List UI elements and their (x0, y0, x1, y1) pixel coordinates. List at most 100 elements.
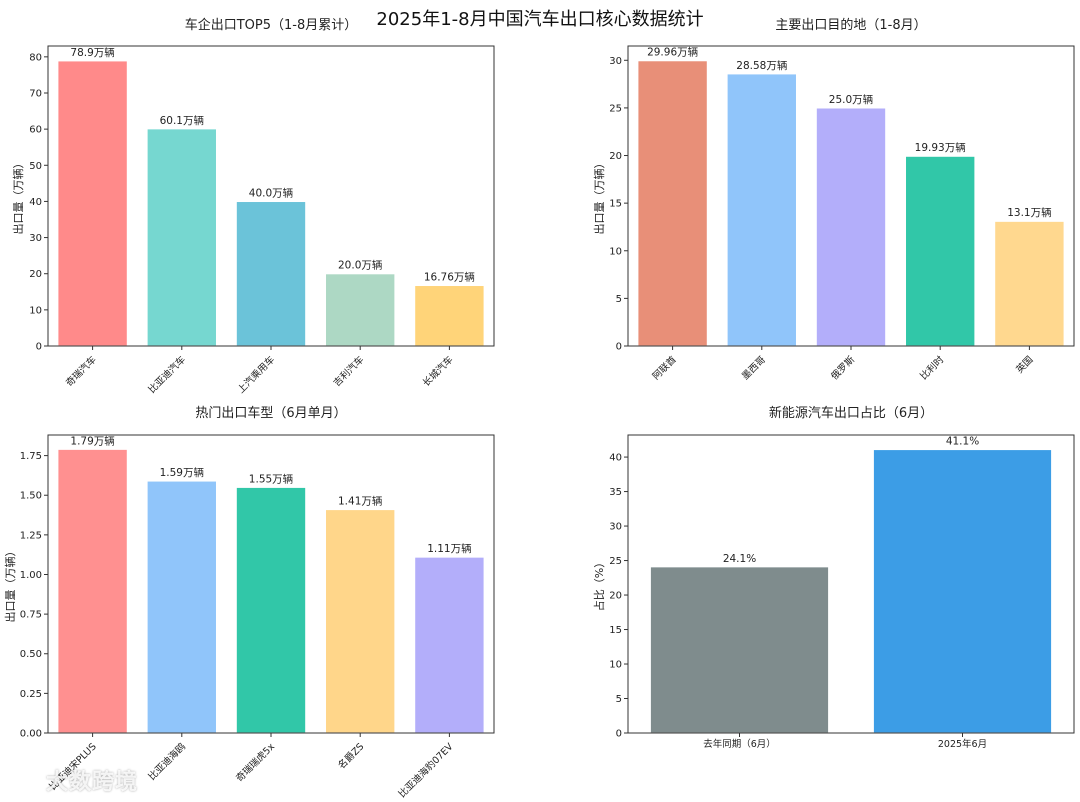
y-axis-label: 出口量（万辆） (592, 158, 606, 235)
y-tick-label: 15 (609, 199, 622, 210)
bar-value-label: 24.1% (723, 553, 756, 565)
bar-value-label: 1.11万辆 (427, 542, 471, 555)
bar (146, 480, 218, 734)
bar-value-label: 1.79万辆 (70, 434, 114, 447)
plot-frame (47, 45, 495, 347)
y-axis-label: 出口量（万辆） (3, 546, 17, 623)
y-axis-label: 出口量（万辆） (11, 158, 25, 235)
bar-value-label: 13.1万辆 (1007, 206, 1051, 219)
bar (904, 155, 976, 347)
y-tick-label: 30 (609, 522, 622, 533)
bar (146, 128, 218, 347)
x-tick-label: 比亚迪汽车 (146, 354, 188, 396)
x-tick-label: 长城汽车 (420, 354, 455, 389)
x-tick-label: 去年同期（6月） (703, 738, 776, 750)
bar (994, 220, 1065, 347)
x-tick-label: 比利时 (918, 353, 947, 382)
y-tick-label: 70 (29, 88, 42, 99)
x-tick-label: 名爵ZS (336, 741, 367, 772)
y-tick-label: 20 (29, 269, 42, 280)
y-tick-label: 0.00 (20, 729, 42, 740)
y-tick-label: 35 (609, 487, 622, 498)
watermark-text: 大数跨境 (46, 770, 139, 795)
watermark: 大数跨境 (8, 764, 138, 796)
plot-frame (47, 434, 495, 734)
bar-value-label: 40.0万辆 (249, 186, 293, 199)
bar-value-label: 1.55万辆 (249, 472, 293, 485)
bar-value-label: 41.1% (946, 435, 979, 447)
bar (414, 284, 485, 347)
plot-frame (627, 434, 1075, 734)
x-tick-label: 比亚迪海豹07EV (396, 740, 456, 800)
y-tick-label: 20 (609, 591, 622, 602)
plot-frame (627, 45, 1075, 347)
y-tick-label: 20 (609, 151, 622, 162)
brand-logo-icon (8, 769, 42, 791)
bar (324, 508, 396, 734)
x-tick-label: 奇瑞汽车 (63, 354, 98, 389)
bar (235, 200, 307, 347)
main-title: 2025年1-8月中国汽车出口核心数据统计 (376, 9, 704, 30)
y-tick-label: 60 (29, 125, 42, 136)
chart-title: 新能源汽车出口占比（6月） (769, 405, 933, 421)
x-tick-label: 墨西哥 (740, 354, 768, 382)
y-tick-label: 40 (609, 453, 622, 464)
bar-value-label: 1.59万辆 (160, 466, 204, 479)
bar (57, 448, 128, 734)
x-tick-label: 上汽乘用车 (235, 354, 277, 396)
bar (815, 107, 887, 347)
bar (726, 73, 798, 347)
y-tick-label: 1.25 (20, 530, 42, 541)
y-tick-label: 0 (616, 729, 622, 740)
bar (637, 60, 708, 347)
bar-value-label: 16.76万辆 (424, 270, 475, 283)
x-tick-label: 2025年6月 (938, 738, 987, 750)
bar-value-label: 60.1万辆 (160, 114, 204, 127)
x-tick-label: 英国 (1014, 354, 1036, 376)
y-tick-label: 80 (29, 52, 42, 63)
y-tick-label: 5 (616, 694, 622, 705)
bar-value-label: 20.0万辆 (338, 259, 382, 272)
y-tick-label: 10 (29, 305, 42, 316)
bar (57, 60, 128, 347)
bar (324, 273, 396, 347)
bar (414, 556, 485, 734)
bar-value-label: 1.41万辆 (338, 495, 382, 508)
y-axis-label: 占比（%） (592, 557, 606, 611)
y-tick-label: 0.25 (20, 689, 42, 700)
y-tick-label: 15 (609, 625, 622, 636)
x-tick-label: 奇瑞瑞虎5x (234, 740, 278, 784)
x-tick-label: 比亚迪海鸥 (146, 740, 188, 782)
y-tick-label: 0 (36, 342, 42, 353)
y-tick-label: 30 (29, 233, 42, 244)
y-tick-label: 0.75 (20, 610, 42, 621)
y-tick-label: 1.50 (20, 491, 42, 502)
bar-value-label: 19.93万辆 (915, 141, 966, 154)
y-tick-label: 1.75 (20, 451, 42, 462)
y-tick-label: 1.00 (20, 570, 42, 581)
x-tick-label: 吉利汽车 (331, 354, 366, 389)
x-tick-label: 阿联酋 (650, 354, 679, 383)
y-tick-label: 40 (29, 197, 42, 208)
bar-value-label: 29.96万辆 (647, 46, 698, 59)
y-tick-label: 25 (609, 103, 622, 114)
chart-panel-1: 车企出口TOP5（1-8月累计） 出口量（万辆） 0 10 20 30 40 50 60 70 80… (11, 17, 495, 396)
y-tick-label: 5 (616, 294, 622, 305)
y-tick-label: 50 (29, 161, 42, 172)
bar-value-label: 78.9万辆 (70, 46, 114, 59)
y-tick-label: 10 (609, 246, 622, 257)
chart-panel-2: 主要出口目的地（1-8月） 出口量（万辆） 0 5 10 15 20 25 30 29.96万辆阿… (592, 17, 1075, 383)
bar (235, 486, 307, 734)
bar-value-label: 25.0万辆 (829, 93, 873, 106)
y-tick-label: 0.50 (20, 649, 42, 660)
bar-value-label: 28.58万辆 (736, 59, 787, 72)
chart-title: 热门出口车型（6月单月） (195, 405, 346, 421)
chart-panel-4: 新能源汽车出口占比（6月） 占比（%） 0 5 10 15 20 25 30 35 40 24.1% 去… (592, 405, 1075, 750)
chart-title: 车企出口TOP5（1-8月累计） (185, 17, 358, 33)
y-tick-label: 25 (609, 556, 622, 567)
bar (649, 566, 830, 734)
x-tick-label: 俄罗斯 (828, 353, 857, 382)
y-tick-label: 30 (609, 56, 622, 67)
chart-panel-3: 热门出口车型（6月单月） 出口量（万辆） 0.00 0.25 0.50 0.75 1.00 1… (3, 405, 495, 800)
